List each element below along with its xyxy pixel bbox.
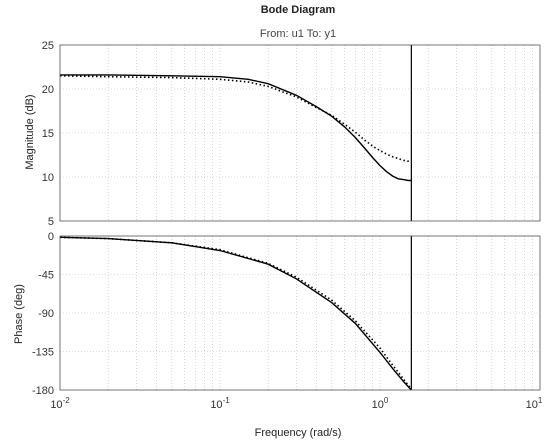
phase-y-tick-label: -45 — [38, 270, 54, 282]
phase-panel: -180 -135 -90 -45 0 Phase (deg) — [13, 231, 541, 397]
magnitude-panel: 5 10 15 20 25 Magnitude (dB) — [24, 40, 541, 228]
x-tick-label: 100 — [372, 396, 389, 411]
phase-y-tick-label: -135 — [32, 347, 54, 359]
magnitude-y-tick-label: 15 — [42, 128, 54, 140]
phase-grid — [59, 235, 541, 391]
magnitude-y-tick-label: 10 — [42, 172, 54, 184]
magnitude-series — [59, 74, 412, 182]
phase-series — [59, 236, 412, 391]
chart-subtitle: From: u1 To: y1 — [260, 28, 336, 40]
phase-y-tick-label: -180 — [32, 385, 54, 397]
x-tick-labels: 10-2 10-1 100 101 — [50, 396, 543, 411]
magnitude-y-tick-label: 20 — [42, 84, 54, 96]
magnitude-frame — [59, 44, 541, 222]
x-tick-label: 101 — [526, 396, 543, 411]
phase-frame — [59, 235, 541, 391]
phase-series-solid-line — [59, 236, 412, 391]
x-axis-label: Frequency (rad/s) — [255, 427, 342, 439]
magnitude-grid — [59, 44, 541, 222]
x-tick-label: 10-2 — [50, 396, 70, 411]
phase-axis-label: Phase (deg) — [13, 284, 25, 344]
phase-y-ticks: -180 -135 -90 -45 0 — [32, 231, 54, 397]
magnitude-y-tick-label: 25 — [42, 40, 54, 52]
magnitude-y-ticks: 5 10 15 20 25 — [42, 40, 54, 228]
magnitude-y-tick-label: 5 — [48, 216, 54, 228]
magnitude-series-solid-line — [60, 74, 412, 182]
magnitude-series-dotted-line — [59, 75, 412, 162]
phase-y-tick-label: 0 — [48, 231, 54, 243]
chart-title: Bode Diagram — [261, 4, 336, 16]
phase-series-dotted-line — [59, 236, 412, 390]
phase-y-tick-label: -90 — [38, 308, 54, 320]
x-tick-label: 10-1 — [210, 396, 230, 411]
magnitude-axis-label: Magnitude (dB) — [24, 94, 36, 169]
